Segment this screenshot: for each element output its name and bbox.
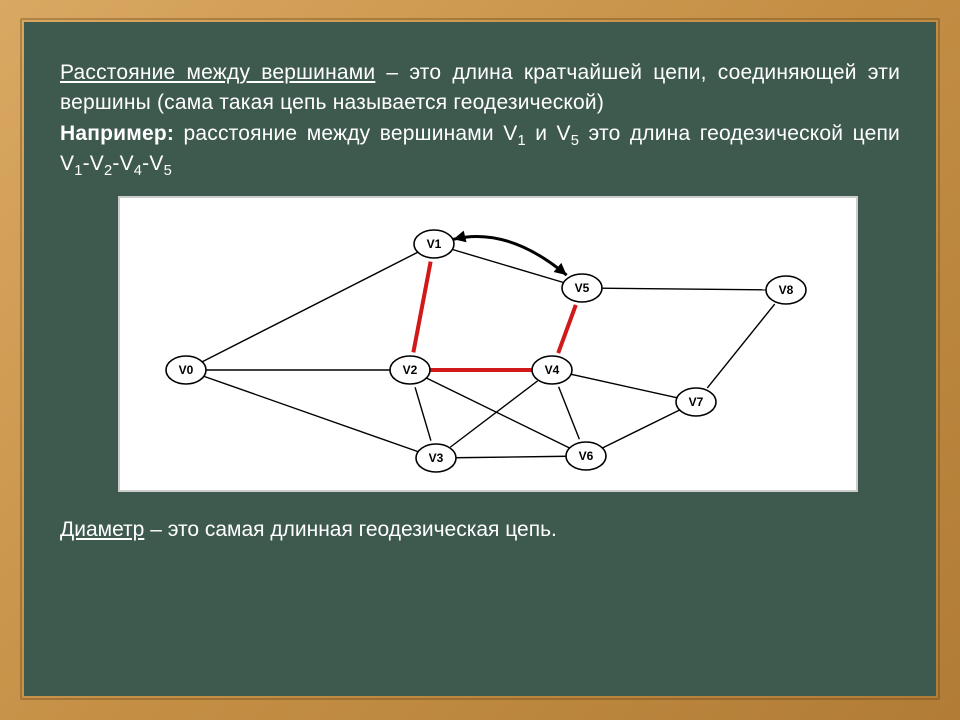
edge-V4-V5 <box>558 305 576 353</box>
edge-V4-V6 <box>559 386 580 439</box>
node-label-V0: V0 <box>179 363 194 377</box>
sub-5b: 5 <box>164 164 172 180</box>
arrowhead <box>453 230 466 242</box>
example-a: расстояние между вершинами V <box>174 122 517 145</box>
chalkboard: Расстояние между вершинами – это длина к… <box>24 22 936 696</box>
arrow-curve <box>453 236 566 275</box>
edge-V2-V6 <box>426 378 570 448</box>
dash2: -V <box>112 152 133 175</box>
node-label-V5: V5 <box>575 281 590 295</box>
node-label-V8: V8 <box>779 283 794 297</box>
diameter-title: Диаметр <box>60 518 144 541</box>
diameter-text: Диаметр – это самая длинная геодезическа… <box>60 518 900 542</box>
definition-text: Расстояние между вершинами – это длина к… <box>60 58 900 180</box>
edge-V1-V2 <box>413 261 430 352</box>
sub-1a: 1 <box>517 133 525 149</box>
edge-V3-V4 <box>450 381 537 447</box>
graph-panel: V0 V1 V2 V3 V4 V5 V6 V7 V8 <box>118 196 858 492</box>
edge-V2-V3 <box>415 387 431 440</box>
node-label-V2: V2 <box>403 363 418 377</box>
edge-V0-V1 <box>202 252 418 362</box>
edge-V6-V7 <box>602 410 680 448</box>
dash3: -V <box>142 152 163 175</box>
node-label-V3: V3 <box>429 451 444 465</box>
node-label-V1: V1 <box>427 237 442 251</box>
edge-V5-V8 <box>600 288 768 290</box>
edge-V4-V7 <box>570 374 679 398</box>
edge-V1-V5 <box>451 249 564 283</box>
edge-V0-V3 <box>203 376 419 452</box>
definition-title: Расстояние между вершинами <box>60 61 375 84</box>
node-label-V6: V6 <box>579 449 594 463</box>
dash1: -V <box>83 152 104 175</box>
example-b: и V <box>526 122 571 145</box>
sub-4: 4 <box>134 164 142 180</box>
node-label-V7: V7 <box>689 395 704 409</box>
graph-svg: V0 V1 V2 V3 V4 V5 V6 V7 V8 <box>120 198 856 490</box>
edge-V7-V8 <box>707 304 774 388</box>
example-label: Например: <box>60 122 174 145</box>
node-label-V4: V4 <box>545 363 560 377</box>
wood-frame: Расстояние между вершинами – это длина к… <box>0 0 960 720</box>
sub-1b: 1 <box>74 164 82 180</box>
edge-V3-V6 <box>454 456 568 458</box>
diameter-body: – это самая длинная геодезическая цепь. <box>144 518 557 541</box>
sub-5a: 5 <box>571 133 579 149</box>
